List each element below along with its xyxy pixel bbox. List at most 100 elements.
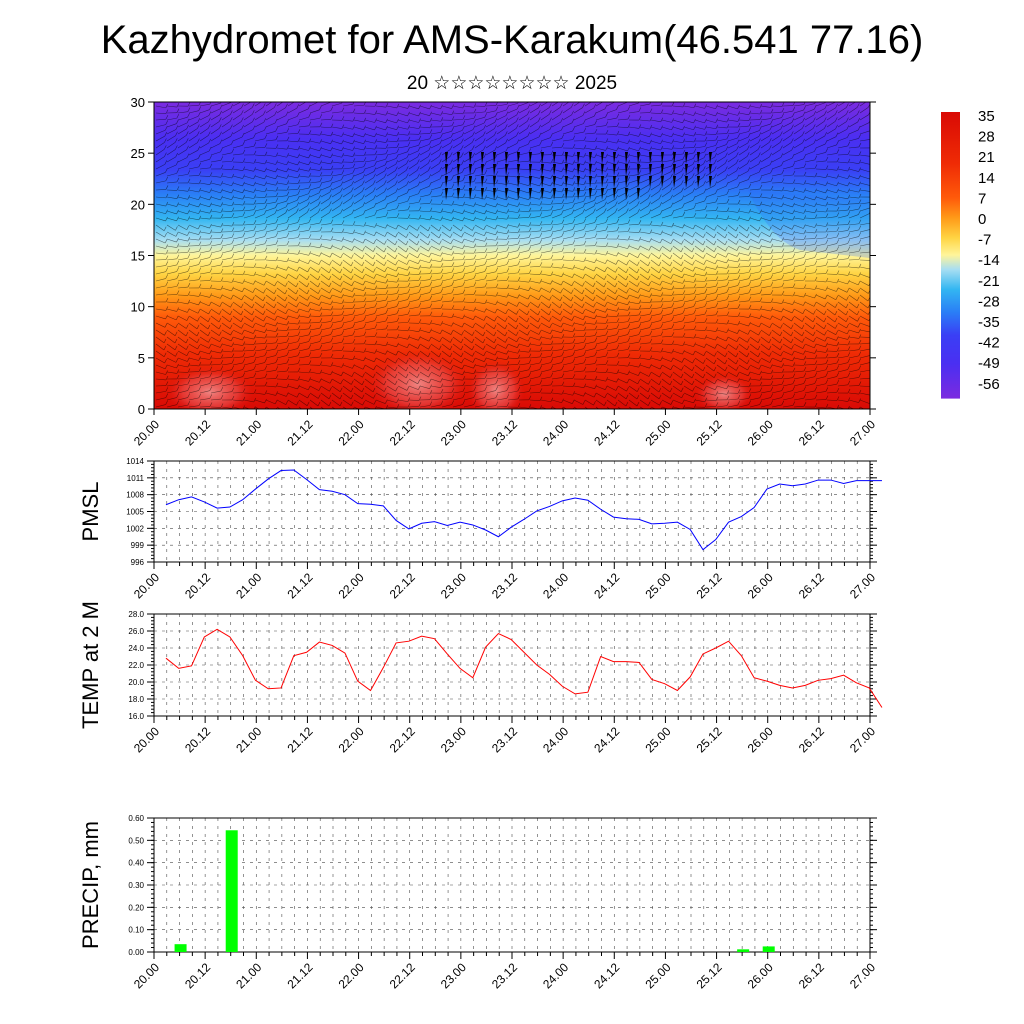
x-tick-label: 24.12 [591, 570, 622, 601]
grid [153, 613, 871, 717]
x-tick-label: 20.00 [131, 417, 162, 448]
x-tick-label: 21.12 [284, 960, 315, 991]
y-tick-label: 0.60 [128, 814, 144, 823]
x-tick-label: 21.00 [233, 570, 264, 601]
y-tick-label: 1002 [126, 524, 144, 533]
x-tick-label: 21.12 [284, 417, 315, 448]
warm-core [164, 366, 256, 409]
x-tick-label: 24.00 [540, 724, 571, 755]
colorbar-label: 14 [978, 170, 995, 187]
x-tick-label: 25.00 [642, 417, 673, 448]
x-tick-label: 25.12 [694, 570, 725, 601]
x-tick-label: 26.00 [745, 724, 776, 755]
x-tick-label: 20.12 [182, 724, 213, 755]
x-tick-label: 24.12 [591, 960, 622, 991]
x-tick-label: 22.12 [387, 960, 418, 991]
x-tick-label: 20.12 [182, 960, 213, 991]
colorbar-label: 35 [978, 108, 995, 125]
colorbar-label: 28 [978, 129, 995, 146]
y-axis-title: PMSL [78, 482, 103, 542]
x-tick-label: 21.00 [233, 417, 264, 448]
x-tick-label: 26.12 [796, 570, 827, 601]
x-tick-label: 21.12 [284, 570, 315, 601]
x-tick-label: 23.12 [489, 724, 520, 755]
x-tick-label: 22.00 [336, 724, 367, 755]
x-tick-label: 20.00 [131, 570, 162, 601]
y-tick-label: 25 [131, 146, 145, 161]
jet-wind-flags [445, 152, 712, 200]
colorbar-label: -14 [978, 252, 1000, 269]
x-tick-label: 23.00 [438, 724, 469, 755]
colorbar-legend: 35 28 21 14 7 0 -7 -14 -21 -28 -35 -42 -49 -56 [941, 108, 1000, 399]
temperature-field [154, 102, 870, 409]
chart-title: Kazhydromet for AMS-Karakum(46.541 77.16… [100, 18, 924, 62]
y-tick-label: 16.0 [128, 712, 144, 721]
precip-bar [225, 830, 238, 952]
y-tick-label: 30 [131, 95, 145, 110]
x-tick-label: 20.00 [131, 724, 162, 755]
x-tick-label: 27.00 [847, 724, 878, 755]
grid [153, 817, 871, 953]
y-tick-label: 20 [131, 197, 145, 212]
temperature-shading [154, 102, 870, 409]
y-tick-label: 0.50 [128, 836, 144, 845]
x-tick-label: 26.12 [796, 724, 827, 755]
colorbar-label: -7 [978, 232, 991, 249]
x-tick-label: 23.12 [489, 570, 520, 601]
y-tick-label: 15 [131, 249, 145, 264]
y-tick-label: 0.30 [128, 881, 144, 890]
y-tick-label: 5 [138, 351, 145, 366]
x-tick-label: 20.12 [182, 570, 213, 601]
x-tick-label: 25.12 [694, 417, 725, 448]
colorbar-label: 21 [978, 149, 995, 166]
y-tick-label: 22.0 [128, 661, 144, 670]
y-tick-label: 0.00 [128, 948, 144, 957]
x-tick-label: 24.00 [540, 570, 571, 601]
x-tick-label: 26.00 [745, 570, 776, 601]
x-tick-label: 23.12 [489, 417, 520, 448]
precip-bar [174, 944, 187, 952]
y-tick-label: 1014 [126, 457, 144, 466]
x-tick-label: 26.12 [796, 417, 827, 448]
colorbar-label: 0 [978, 211, 986, 228]
y-tick-label: 26.0 [128, 627, 144, 636]
x-tick-label: 27.00 [847, 960, 878, 991]
x-tick-label: 26.00 [745, 960, 776, 991]
warm-core [366, 350, 470, 409]
y-tick-label: 24.0 [128, 644, 144, 653]
y-tick-label: 0.20 [128, 903, 144, 912]
colorbar-label: -35 [978, 314, 1000, 331]
cross-section-panel: 0 5 10 15 20 25 30 20.00 20.12 21.00 21.12 22.00 22.… [131, 95, 879, 448]
wind-barbs [155, 102, 870, 409]
pmsl-panel: 996 999 1002 1005 1008 1011 1014 20.00 20.12 21.0… [78, 457, 882, 601]
x-tick-label: 25.00 [642, 960, 673, 991]
x-tick-label: 24.12 [591, 724, 622, 755]
x-tick-label: 21.00 [233, 724, 264, 755]
y-tick-label: 0.10 [128, 926, 144, 935]
x-tick-label: 23.00 [438, 960, 469, 991]
y-tick-label: 20.0 [128, 678, 144, 687]
x-tick-label: 24.00 [540, 960, 571, 991]
x-tick-label: 22.12 [387, 417, 418, 448]
x-tick-label: 21.12 [284, 724, 315, 755]
y-tick-label: 1005 [126, 508, 144, 517]
colorbar-label: -42 [978, 335, 1000, 352]
y-tick-label: 10 [131, 300, 145, 315]
y-tick-label: 18.0 [128, 695, 144, 704]
x-tick-label: 20.00 [131, 960, 162, 991]
x-tick-label: 22.00 [336, 417, 367, 448]
y-tick-label: 0.40 [128, 859, 144, 868]
x-tick-label: 25.12 [694, 960, 725, 991]
precip-panel: 0.00 0.10 0.20 0.30 0.40 0.50 0.60 20.00 20.12 21… [78, 814, 878, 991]
x-tick-label: 22.00 [336, 570, 367, 601]
colorbar-gradient [941, 112, 960, 398]
x-tick-label: 24.00 [540, 417, 571, 448]
x-tick-label: 22.12 [387, 570, 418, 601]
x-tick-label: 21.00 [233, 960, 264, 991]
x-tick-label: 23.00 [438, 417, 469, 448]
colorbar-label: -56 [978, 376, 1000, 393]
y-tick-label: 28.0 [128, 610, 144, 619]
temp2m-line [165, 628, 883, 708]
y-tick-label: 999 [131, 541, 145, 550]
